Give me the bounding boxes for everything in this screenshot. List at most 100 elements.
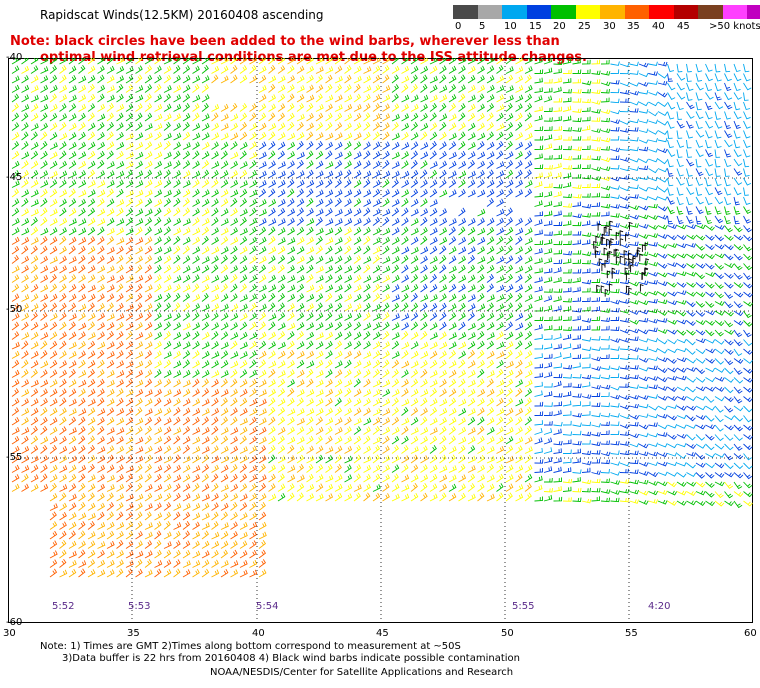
wind-barb (648, 384, 658, 390)
wind-barb (59, 255, 67, 264)
wind-barb (705, 386, 716, 392)
wind-barb (534, 77, 543, 84)
wind-barb (363, 150, 371, 160)
wind-barb (78, 94, 87, 103)
wind-barb (135, 559, 143, 568)
black-barb (632, 257, 636, 265)
wind-barb (724, 472, 734, 478)
wind-barb (353, 93, 362, 103)
wind-barb (30, 150, 39, 160)
wind-barb (59, 58, 68, 65)
wind-barb (591, 128, 601, 133)
wind-barb (743, 310, 752, 319)
wind-barb (705, 206, 712, 215)
wind-barb (211, 378, 219, 388)
wind-barb (97, 74, 105, 84)
wind-barb (372, 473, 381, 483)
wind-barb (391, 74, 399, 84)
wind-barb (49, 132, 58, 141)
wind-barb (572, 477, 581, 483)
wind-barb (315, 398, 324, 407)
wind-barb (638, 72, 649, 78)
wind-barb (582, 183, 591, 188)
wind-barb (287, 246, 296, 255)
wind-barb (287, 465, 296, 473)
wind-barb (657, 234, 668, 239)
wind-barb (629, 70, 639, 75)
wind-barb (230, 483, 239, 492)
wind-barb (325, 303, 333, 312)
black-barb (625, 285, 630, 294)
wind-barb (239, 122, 248, 131)
wind-barb (287, 397, 295, 407)
wind-barb (667, 272, 678, 277)
wind-barb (714, 358, 725, 365)
wind-barb (686, 339, 696, 346)
wind-barb (619, 414, 630, 419)
wind-barb (543, 457, 553, 464)
wind-barb (296, 417, 305, 426)
wind-barb (562, 268, 572, 274)
wind-barb (695, 453, 706, 460)
wind-barb (268, 341, 276, 350)
wind-barb (420, 341, 429, 350)
wind-barb (296, 322, 305, 331)
wind-barb (135, 407, 143, 416)
wind-barb (268, 226, 276, 236)
wind-barb (40, 75, 49, 84)
wind-barb (144, 93, 152, 103)
wind-barb (382, 455, 391, 464)
wind-barb (97, 274, 105, 283)
wind-barb (496, 65, 504, 74)
wind-barb (401, 246, 410, 255)
black-barb (607, 252, 611, 260)
wind-barb (344, 464, 352, 473)
wind-barb (610, 480, 621, 485)
wind-barb (496, 426, 504, 435)
wind-barb (315, 493, 324, 502)
wind-barb (600, 392, 610, 397)
wind-barb (21, 389, 30, 397)
wind-barb (68, 521, 77, 530)
wind-barb (467, 112, 476, 122)
wind-barb (610, 98, 620, 104)
wind-barb (733, 63, 741, 73)
wind-barb (21, 274, 29, 283)
wind-barb (733, 434, 743, 442)
wind-barb (610, 185, 620, 190)
wind-barb (534, 267, 543, 274)
wind-barb (458, 408, 467, 416)
wind-barb (391, 302, 400, 312)
wind-barb (638, 451, 649, 457)
wind-barb (78, 293, 87, 302)
wind-barb (144, 398, 153, 407)
wind-barb (477, 189, 486, 198)
wind-barb (505, 445, 514, 454)
wind-barb (201, 360, 210, 369)
wind-barb (562, 88, 572, 94)
wind-barb (230, 378, 238, 388)
wind-barb (49, 265, 58, 274)
wind-barb (315, 275, 324, 283)
wind-barb (686, 415, 696, 422)
wind-barb (258, 236, 267, 245)
wind-barb (638, 146, 649, 152)
wind-barb (439, 369, 447, 378)
wind-barb (154, 283, 162, 293)
wind-barb (239, 131, 248, 141)
wind-barb (543, 411, 553, 416)
wind-barb (87, 293, 96, 302)
wind-barb (591, 325, 601, 331)
wind-barb (496, 303, 505, 312)
wind-barb (733, 168, 743, 176)
wind-barb (553, 60, 563, 65)
wind-barb (572, 297, 582, 302)
wind-barb (353, 454, 362, 464)
wind-barb (410, 416, 419, 426)
wind-barb (135, 455, 144, 464)
wind-barb (486, 188, 495, 198)
wind-barb (439, 483, 447, 492)
wind-barb (581, 251, 592, 257)
wind-barb (581, 325, 591, 331)
wind-barb (448, 226, 456, 236)
